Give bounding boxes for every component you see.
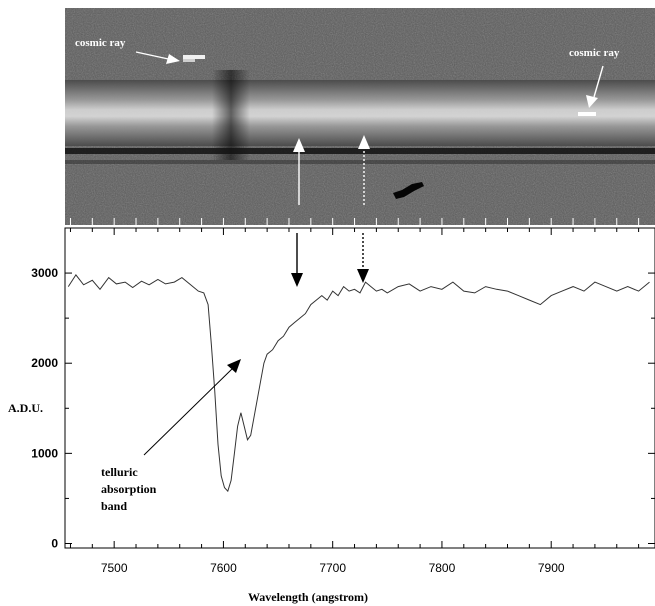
cosmic-ray-hit-right [578, 112, 596, 116]
y-axis: 0 1000 2000 3000 [31, 227, 655, 550]
telluric-dark-column [212, 70, 250, 160]
spectrum-series-line [67, 274, 650, 493]
cosmic-ray-arrow-left [135, 51, 180, 64]
y-tick-label: 3000 [31, 266, 58, 280]
cosmic-ray-label-right: cosmic ray [569, 47, 620, 59]
x-tick-label: 7600 [210, 561, 237, 575]
telluric-label: telluric absorption band [101, 465, 159, 513]
spectrum-band [65, 80, 655, 146]
spectrum-image: cosmic ray cosmic ray [65, 8, 655, 225]
marker-arrow-solid-up [293, 138, 305, 205]
x-axis: 7500 7600 7700 7800 7900 [69, 218, 640, 575]
x-tick-label: 7900 [538, 561, 565, 575]
marker-arrow-solid-down [291, 233, 303, 287]
cosmic-ray-hit-left [183, 55, 205, 59]
image-artifact [393, 182, 424, 199]
telluric-arrow [143, 359, 241, 456]
telluric-label-line-3: band [101, 499, 127, 513]
x-tick-label: 7500 [101, 561, 128, 575]
dark-streak [65, 148, 655, 154]
x-axis-label: Wavelength (angstrom) [248, 590, 368, 604]
y-tick-label: 1000 [31, 446, 58, 460]
telluric-label-line-1: telluric [101, 465, 138, 479]
marker-arrow-dotted-down [357, 233, 369, 283]
y-axis-label: A.D.U. [8, 401, 43, 415]
plot-area: 7500 7600 7700 7800 7900 0 1000 2000 3000 tellu… [8, 218, 655, 604]
cosmic-ray-label-left: cosmic ray [75, 37, 126, 49]
x-tick-label: 7700 [319, 561, 346, 575]
plot-frame [64, 227, 655, 549]
marker-arrow-dotted-up [358, 135, 370, 205]
x-tick-label: 7800 [429, 561, 456, 575]
cosmic-ray-arrow-right [586, 65, 604, 108]
y-tick-label: 0 [51, 536, 58, 550]
dark-streak-2 [65, 160, 655, 164]
telluric-label-line-2: absorption [101, 482, 157, 496]
y-tick-label: 2000 [31, 356, 58, 370]
